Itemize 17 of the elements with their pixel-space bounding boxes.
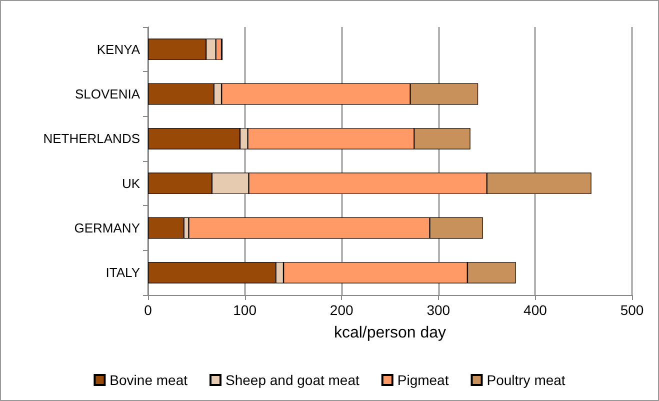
y-tick-label: GERMANY <box>74 220 140 236</box>
x-tick-label: 100 <box>233 302 257 318</box>
legend-label: Poultry meat <box>486 372 566 388</box>
legend-label: Pigmeat <box>397 372 449 388</box>
y-tick-label: NETHERLANDS <box>43 131 140 146</box>
y-tick-label: UK <box>122 176 140 191</box>
legend-label: Bovine meat <box>110 372 188 388</box>
x-tick-label: 300 <box>426 302 450 318</box>
x-tick-label: 400 <box>524 302 548 318</box>
x-axis-title: kcal/person day <box>334 324 446 342</box>
y-tick-label: SLOVENIA <box>74 86 140 102</box>
x-tick-label: 500 <box>620 302 644 318</box>
y-tick-label: KENYA <box>96 42 140 57</box>
y-tick-label: ITALY <box>106 265 140 280</box>
x-tick-label: 200 <box>330 302 354 318</box>
x-tick-label: 0 <box>144 302 152 318</box>
legend-label: Sheep and goat meat <box>225 372 360 388</box>
